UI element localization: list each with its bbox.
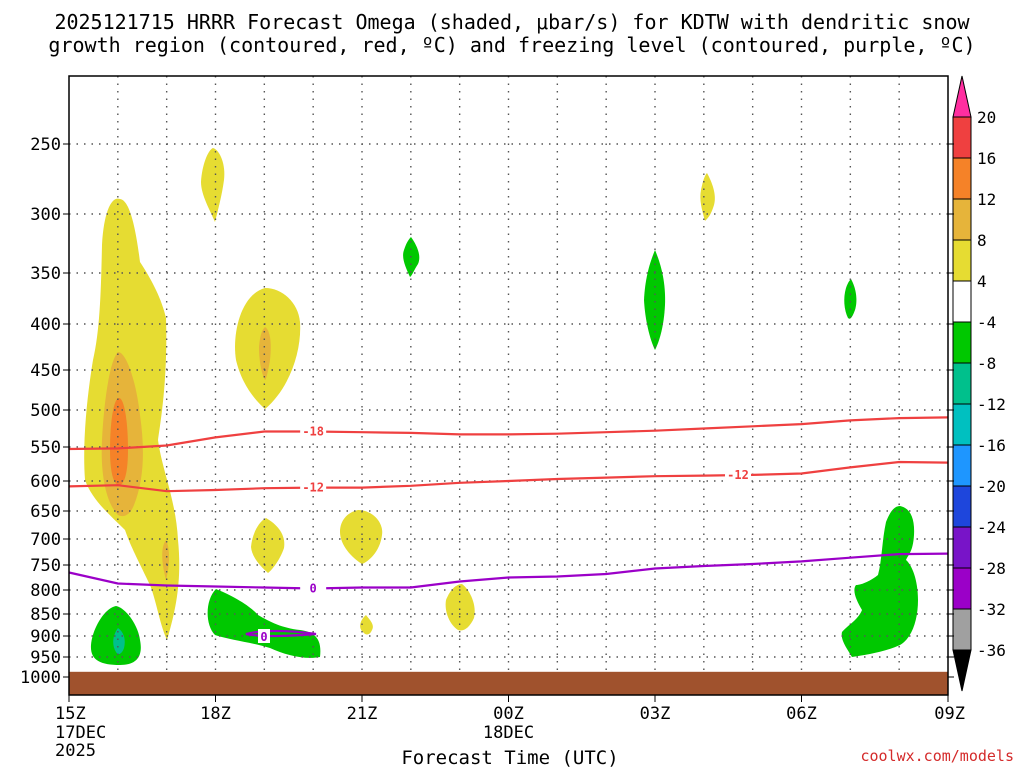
colorbar-label: -20 (977, 477, 1006, 496)
x-tick-label: 03Z (640, 704, 671, 724)
contour-line--12C (68, 460, 949, 493)
y-tick-label: 950 (30, 648, 61, 668)
omega-region (360, 615, 373, 635)
omega-region (207, 589, 321, 658)
colorbar-box (952, 116, 972, 159)
contour-label: -18 (302, 424, 324, 438)
y-tick-label: 550 (30, 438, 61, 458)
colorbar-box (952, 198, 972, 241)
y-tick-label: 600 (30, 472, 61, 492)
colorbar-label: -24 (977, 518, 1006, 537)
y-tick-label: 350 (30, 264, 61, 284)
omega-region (201, 148, 225, 222)
contour-line--18C (68, 416, 949, 451)
y-tick-label: 850 (30, 605, 61, 625)
y-tick-label: 400 (30, 315, 61, 335)
colorbar-box (952, 362, 972, 405)
colorbar-box (952, 526, 972, 569)
colorbar-label: -4 (977, 313, 996, 332)
x-tick-sublabel: 2025 (55, 741, 96, 761)
x-tick-label: 21Z (347, 704, 378, 724)
x-tick-label: 09Z (934, 704, 965, 724)
colorbar-label: 16 (977, 149, 996, 168)
y-tick-label: 500 (30, 401, 61, 421)
omega-region (113, 628, 125, 655)
colorbar-label: 20 (977, 108, 996, 127)
chart-title-line-2: growth region (contoured, red, ºC) and f… (48, 33, 975, 57)
ground-band (69, 671, 948, 695)
colorbar-label: -8 (977, 354, 996, 373)
omega-region (841, 506, 918, 657)
omega-region (700, 173, 715, 221)
colorbar-label: 12 (977, 190, 996, 209)
colorbar-box (952, 321, 972, 364)
y-tick-label: 900 (30, 627, 61, 647)
contour-label-bg (300, 479, 327, 496)
contour-label-bg (300, 580, 327, 597)
colorbar-box (952, 567, 972, 610)
x-tick-label: 18Z (200, 704, 231, 724)
contour-label: -12 (727, 468, 749, 482)
y-tick-label: 750 (30, 556, 61, 576)
colorbar-label: 4 (977, 272, 987, 291)
axes: 2503003504004505005506006507007508008509… (20, 75, 965, 761)
colorbar-label: 8 (977, 231, 987, 250)
omega-region (445, 584, 475, 631)
colorbar-bottom-triangle (952, 649, 972, 692)
chart-title-line-1: 2025121715 HRRR Forecast Omega (shaded, … (54, 10, 970, 34)
contour-label-bg (258, 629, 270, 643)
colorbar-box (952, 157, 972, 200)
colorbar-box (952, 239, 972, 282)
omega-region (251, 518, 285, 573)
y-tick-label: 1000 (20, 668, 61, 688)
colorbar: 20 16 12 8 4 -4 -8 -12 -16 -20 -24 -28 -32 -36 (952, 75, 1006, 692)
colorbar-label: -28 (977, 559, 1006, 578)
x-tick-label: 15Z (55, 704, 86, 724)
colorbar-top-triangle (952, 75, 972, 118)
contour-label-bg (725, 467, 752, 484)
plot-area: -18 -12 -12 0 0 (68, 76, 949, 695)
contour-label: 0 (310, 582, 317, 596)
x-tick-sublabel: 18DEC (483, 723, 534, 743)
contour-line-0C (68, 552, 949, 590)
y-tick-label: 700 (30, 530, 61, 550)
contour-label-bg (300, 423, 327, 440)
colorbar-label: -36 (977, 641, 1006, 660)
contour-label: -12 (302, 481, 324, 495)
colorbar-label: -16 (977, 436, 1006, 455)
x-tick-label: 06Z (786, 704, 817, 724)
y-tick-label: 650 (30, 502, 61, 522)
omega-region (644, 250, 666, 350)
y-tick-label: 800 (30, 581, 61, 601)
y-tick-label: 300 (30, 205, 61, 225)
credit-link[interactable]: coolwx.com/models (860, 747, 1014, 765)
colorbar-label: -12 (977, 395, 1006, 414)
colorbar-box (952, 280, 972, 323)
omega-region (110, 398, 128, 485)
x-tick-sublabel: 17DEC (55, 723, 106, 743)
colorbar-box (952, 485, 972, 528)
colorbar-box (952, 444, 972, 487)
x-axis-label: Forecast Time (UTC) (401, 747, 618, 768)
colorbar-box (952, 403, 972, 446)
contour-label: 0 (260, 630, 267, 644)
x-tick-label: 00Z (493, 704, 524, 724)
omega-region (844, 279, 857, 319)
omega-region (340, 510, 383, 564)
colorbar-box (952, 608, 972, 651)
y-tick-label: 250 (30, 135, 61, 155)
colorbar-label: -32 (977, 600, 1006, 619)
y-tick-label: 450 (30, 361, 61, 381)
